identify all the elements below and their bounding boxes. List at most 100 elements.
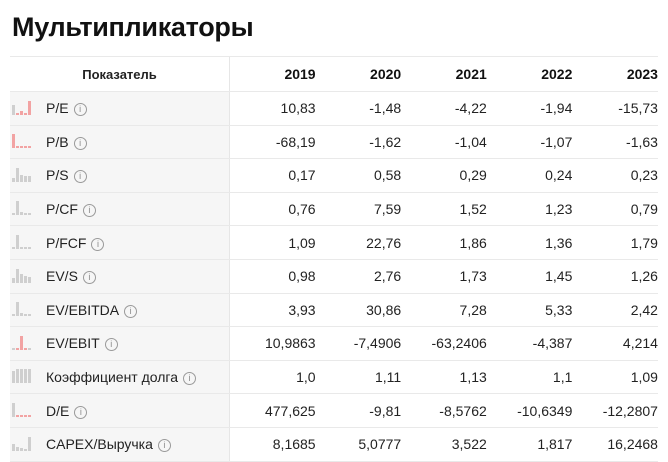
value-cell-2019: 1,0 [296, 369, 316, 386]
header-year-2021[interactable]: 2021 [455, 66, 487, 82]
sparkline-bar [24, 246, 27, 249]
sparkline-bar [12, 371, 15, 384]
sparkline-bar [28, 314, 31, 317]
sparkline-bar [20, 273, 23, 283]
table-row[interactable]: EV/EBITDA i 3,93 30,86 7,28 5,33 2,42 [10, 293, 658, 328]
header-year-2020[interactable]: 2020 [370, 66, 402, 82]
value-cell-2020: 22,76 [366, 234, 402, 251]
indicator-label-text: P/S [46, 167, 69, 184]
table-row[interactable]: P/B i -68,19 -1,62 -1,04 -1,07 -1,63 [10, 125, 658, 160]
info-icon[interactable]: i [104, 338, 118, 352]
table-row[interactable]: CAPEX/Выручка i 8,1685 5,0777 3,522 1,817 16,2… [10, 427, 658, 462]
indicator-cell: D/E i [10, 394, 230, 427]
value-cell-2023: 1,09 [630, 369, 658, 386]
value-cell-2021: -4,22 [454, 100, 487, 117]
table-row[interactable]: P/FCF i 1,09 22,76 1,86 1,36 1,79 [10, 226, 658, 260]
indicator-label: P/CF i [46, 201, 96, 218]
table-row[interactable]: P/S i 0,17 0,58 0,29 0,24 0,23 [10, 159, 658, 193]
info-icon[interactable]: i [157, 439, 171, 453]
sparkline-bar [28, 175, 31, 182]
sparkline-bar [16, 414, 19, 417]
value-cell-2020: 5,0777 [358, 436, 402, 453]
value-cell-2020: -1,62 [369, 133, 402, 150]
value-cell-2020: 2,76 [373, 268, 402, 285]
sparkline-bar [12, 314, 15, 317]
header-year-2019[interactable]: 2019 [284, 66, 316, 82]
sparkline-bar [28, 347, 31, 350]
indicator-label-text: EV/EBITDA [46, 301, 120, 318]
sparkline-bar [20, 447, 23, 451]
value-cell-2022: -10,6349 [517, 402, 573, 419]
sparkline-bar [24, 414, 27, 417]
sparkline-icon [12, 159, 40, 192]
info-icon[interactable]: i [183, 372, 197, 386]
table-row[interactable]: D/E i 477,625 -9,81 -8,5762 -10,6349 -12,2807 [10, 394, 658, 428]
sparkline-bar [28, 276, 31, 283]
sparkline-bar [16, 112, 19, 115]
sparkline-bar [24, 112, 27, 115]
value-cell-2023: 0,79 [630, 201, 658, 218]
value-cell-2021: -8,5762 [439, 402, 487, 419]
value-cell-2019: 477,625 [264, 402, 316, 419]
value-cell-2022: 1,1 [552, 369, 573, 386]
sparkline-bar [20, 414, 23, 417]
sparkline-bar [28, 213, 31, 216]
sparkline-bar [16, 167, 19, 182]
info-icon[interactable]: i [73, 136, 87, 150]
sparkline-bar [28, 414, 31, 417]
value-cell-2019: 8,1685 [272, 436, 316, 453]
indicator-cell: P/S i [10, 159, 230, 192]
info-icon[interactable]: i [73, 170, 87, 184]
sparkline-bar [24, 146, 27, 149]
sparkline-bar [24, 347, 27, 350]
sparkline-bar [16, 268, 19, 283]
sparkline-bar [16, 369, 19, 384]
header-indicator[interactable]: Показатель [10, 57, 230, 91]
value-cell-2021: 1,13 [459, 369, 487, 386]
table-row[interactable]: EV/S i 0,98 2,76 1,73 1,45 1,26 [10, 259, 658, 294]
value-cell-2019: 1,09 [288, 234, 316, 251]
sparkline-bar [20, 246, 23, 249]
sparkline-bar [16, 347, 19, 350]
value-cell-2023: 2,42 [630, 301, 658, 318]
info-icon[interactable]: i [124, 304, 138, 318]
sparkline-bar [12, 402, 15, 417]
indicator-cell: P/CF i [10, 192, 230, 226]
info-icon[interactable]: i [91, 237, 105, 251]
header-year-2023[interactable]: 2023 [626, 66, 658, 82]
table-row[interactable]: P/E i 10,83 -1,48 -4,22 -1,94 -15,73 [10, 92, 658, 126]
value-cell-2023: -1,63 [626, 133, 658, 150]
sparkline-bar [20, 369, 23, 384]
value-cell-2023: 4,214 [622, 335, 658, 352]
table-row[interactable]: P/CF i 0,76 7,59 1,52 1,23 0,79 [10, 192, 658, 227]
indicator-cell: EV/EBIT i [10, 327, 230, 360]
indicator-label: P/E i [46, 100, 87, 117]
info-icon[interactable]: i [74, 405, 88, 419]
table-row[interactable]: Коэффициент долга i 1,0 1,11 1,13 1,1 1,09 [10, 360, 658, 395]
info-icon[interactable]: i [73, 103, 87, 117]
value-cell-2021: 1,86 [459, 234, 487, 251]
indicator-cell: CAPEX/Выручка i [10, 427, 230, 461]
value-cell-2023: 16,2468 [607, 436, 658, 453]
header-year-2022[interactable]: 2022 [541, 66, 573, 82]
value-cell-2022: -4,387 [532, 335, 573, 352]
page-title: Мультипликаторы [12, 12, 254, 42]
sparkline-bar [12, 277, 15, 283]
indicator-label: P/B i [46, 134, 87, 150]
value-cell-2022: 5,33 [545, 301, 573, 318]
table-row[interactable]: EV/EBIT i 10,9863 -7,4906 -63,2406 -4,387 4,21… [10, 327, 658, 361]
value-cell-2022: 1,45 [545, 268, 573, 285]
sparkline-bar [12, 246, 15, 249]
sparkline-icon [12, 394, 40, 427]
sparkline-bar [24, 175, 27, 182]
info-icon[interactable]: i [82, 204, 96, 218]
value-cell-2019: 3,93 [288, 301, 316, 318]
sparkline-icon [12, 428, 40, 461]
info-icon[interactable]: i [82, 271, 96, 285]
indicator-label-text: P/CF [46, 201, 78, 218]
value-cell-2019: -68,19 [275, 133, 316, 150]
sparkline-bar [28, 369, 31, 384]
value-cell-2023: 1,79 [630, 234, 658, 251]
sparkline-bar [20, 335, 23, 350]
value-cell-2022: 1,36 [545, 234, 573, 251]
